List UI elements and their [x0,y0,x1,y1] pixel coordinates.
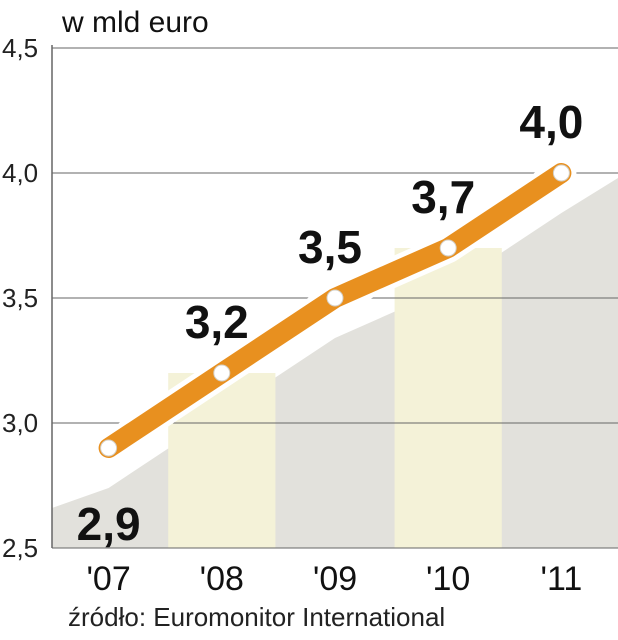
data-label: 3,7 [411,171,475,223]
x-tick-label: '11 [541,560,583,598]
data-point [100,439,118,457]
y-tick-label: 4,0 [2,158,38,188]
column-band-3 [394,248,502,548]
data-points [100,164,570,457]
x-tick-labels: '07 '08 '09 '10 '11 [86,560,582,598]
data-labels: 2,9 3,2 3,5 3,7 4,0 [77,96,584,550]
x-tick-label: '10 [426,560,470,598]
data-point [552,164,570,182]
source-label: źródło: Euromonitor International [68,602,445,632]
y-tick-labels: 2,5 3,0 3,5 4,0 4,5 [2,33,38,563]
y-tick-label: 4,5 [2,33,38,63]
data-point [213,364,231,382]
data-point [326,289,344,307]
x-tick-label: '07 [86,560,130,598]
data-label: 3,2 [185,296,249,348]
y-tick-label: 3,0 [2,408,38,438]
x-tick-label: '08 [200,560,244,598]
unit-label: w mld euro [61,6,209,39]
x-tick-label: '09 [313,560,357,598]
y-tick-label: 3,5 [2,283,38,313]
y-tick-label: 2,5 [2,533,38,563]
data-label: 2,9 [77,498,141,550]
data-point [439,239,457,257]
data-label: 3,5 [298,221,362,273]
data-label: 4,0 [519,96,583,148]
